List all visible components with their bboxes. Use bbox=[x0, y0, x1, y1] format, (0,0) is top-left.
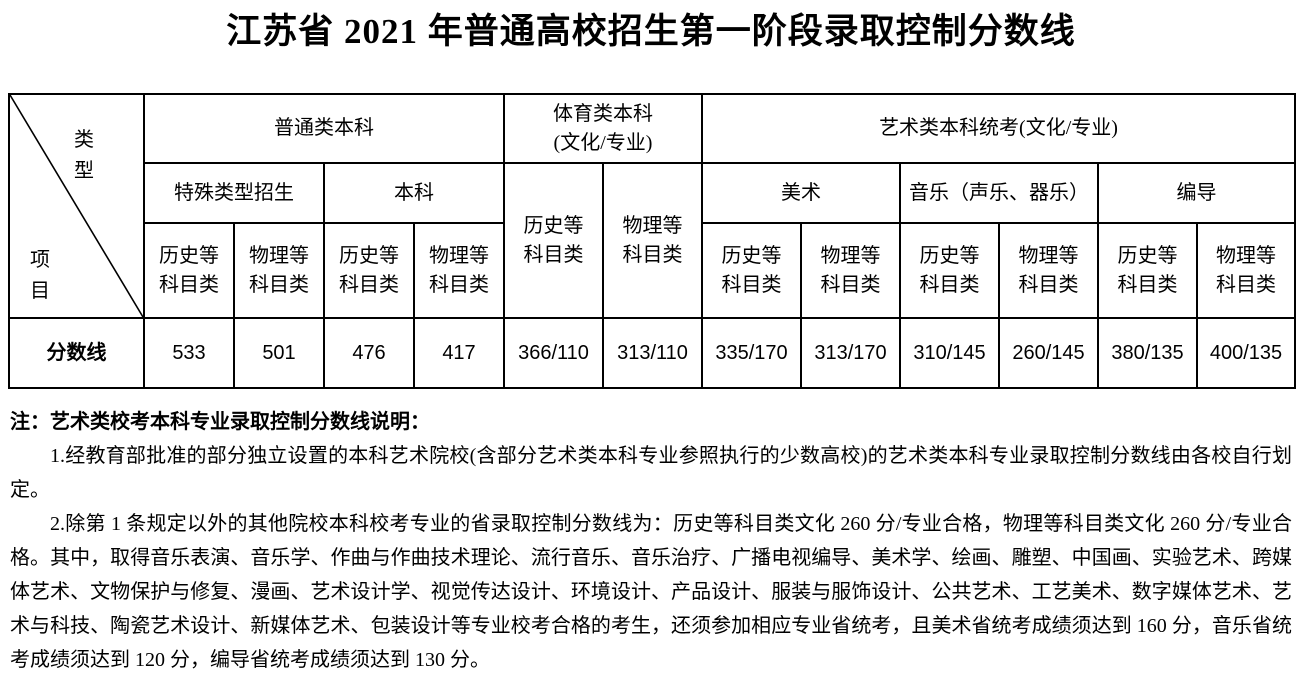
sub-header-benke: 本科 bbox=[323, 162, 505, 225]
subject-header-biandao-history: 历史等 科目类 bbox=[1097, 222, 1198, 320]
score-cell-benke-physics: 417 bbox=[413, 317, 505, 390]
sub-header-special-type: 特殊类型招生 bbox=[143, 162, 325, 225]
subject-header-special-physics: 物理等 科目类 bbox=[233, 222, 325, 320]
score-cell-special-physics: 501 bbox=[233, 317, 325, 390]
group-header-art: 艺术类本科统考(文化/专业) bbox=[700, 93, 1297, 165]
score-cell-biandao-physics: 400/135 bbox=[1195, 317, 1297, 390]
score-cell-special-history: 533 bbox=[143, 317, 235, 390]
diagonal-line-icon bbox=[10, 95, 143, 317]
score-cell-music-physics: 260/145 bbox=[998, 317, 1099, 390]
subject-header-biandao-physics: 物理等 科目类 bbox=[1195, 222, 1297, 320]
notes-paragraph-2: 2.除第 1 条规定以外的其他院校本科校考专业的省录取控制分数线为：历史等科目类… bbox=[10, 513, 1292, 672]
subject-header-pe-history: 历史等 科目类 bbox=[503, 162, 604, 320]
row-label-score-line: 分数线 bbox=[8, 317, 145, 390]
corner-label-item: 项 目 bbox=[30, 249, 50, 303]
score-table: 类 型 项 目 普通类本科 体育类本科 (文化/专业) 艺术类本科统考(文化/专… bbox=[8, 93, 1297, 390]
score-cell-biandao-history: 380/135 bbox=[1097, 317, 1198, 390]
sub-header-biandao: 编导 bbox=[1096, 162, 1297, 225]
corner-label-type: 类 型 bbox=[74, 129, 94, 183]
page-title: 江苏省 2021 年普通高校招生第一阶段录取控制分数线 bbox=[226, 12, 1076, 51]
sub-header-fine-arts: 美术 bbox=[701, 162, 901, 225]
subject-header-benke-history: 历史等 科目类 bbox=[323, 222, 415, 320]
notes-paragraph-1: 1.经教育部批准的部分独立设置的本科艺术院校(含部分艺术类本科专业参照执行的少数… bbox=[10, 445, 1292, 502]
subject-header-fine-arts-history: 历史等 科目类 bbox=[701, 222, 802, 320]
subject-header-music-physics: 物理等 科目类 bbox=[998, 222, 1099, 320]
subject-header-benke-physics: 物理等 科目类 bbox=[413, 222, 505, 320]
subject-header-pe-physics: 物理等 科目类 bbox=[602, 162, 703, 320]
score-cell-fine-arts-physics: 313/170 bbox=[800, 317, 901, 390]
sub-header-music: 音乐（声乐、器乐） bbox=[899, 162, 1099, 225]
notes-heading: 注：艺术类校考本科专业录取控制分数线说明： bbox=[10, 411, 430, 434]
document-page: 江苏省 2021 年普通高校招生第一阶段录取控制分数线 类 型 项 目 普通类本… bbox=[0, 8, 1302, 674]
score-cell-pe-physics: 313/110 bbox=[602, 317, 703, 390]
corner-cell: 类 型 项 目 bbox=[8, 93, 145, 320]
group-header-general: 普通类本科 bbox=[143, 93, 505, 165]
score-cell-pe-history: 366/110 bbox=[503, 317, 604, 390]
group-header-pe: 体育类本科 (文化/专业) bbox=[503, 93, 703, 165]
score-cell-benke-history: 476 bbox=[323, 317, 415, 390]
subject-header-fine-arts-physics: 物理等 科目类 bbox=[800, 222, 901, 320]
subject-header-special-history: 历史等 科目类 bbox=[143, 222, 235, 320]
notes-section: 注：艺术类校考本科专业录取控制分数线说明： 1.经教育部批准的部分独立设置的本科… bbox=[10, 405, 1292, 674]
subject-header-music-history: 历史等 科目类 bbox=[899, 222, 1000, 320]
score-cell-music-history: 310/145 bbox=[899, 317, 1000, 390]
score-cell-fine-arts-history: 335/170 bbox=[701, 317, 802, 390]
